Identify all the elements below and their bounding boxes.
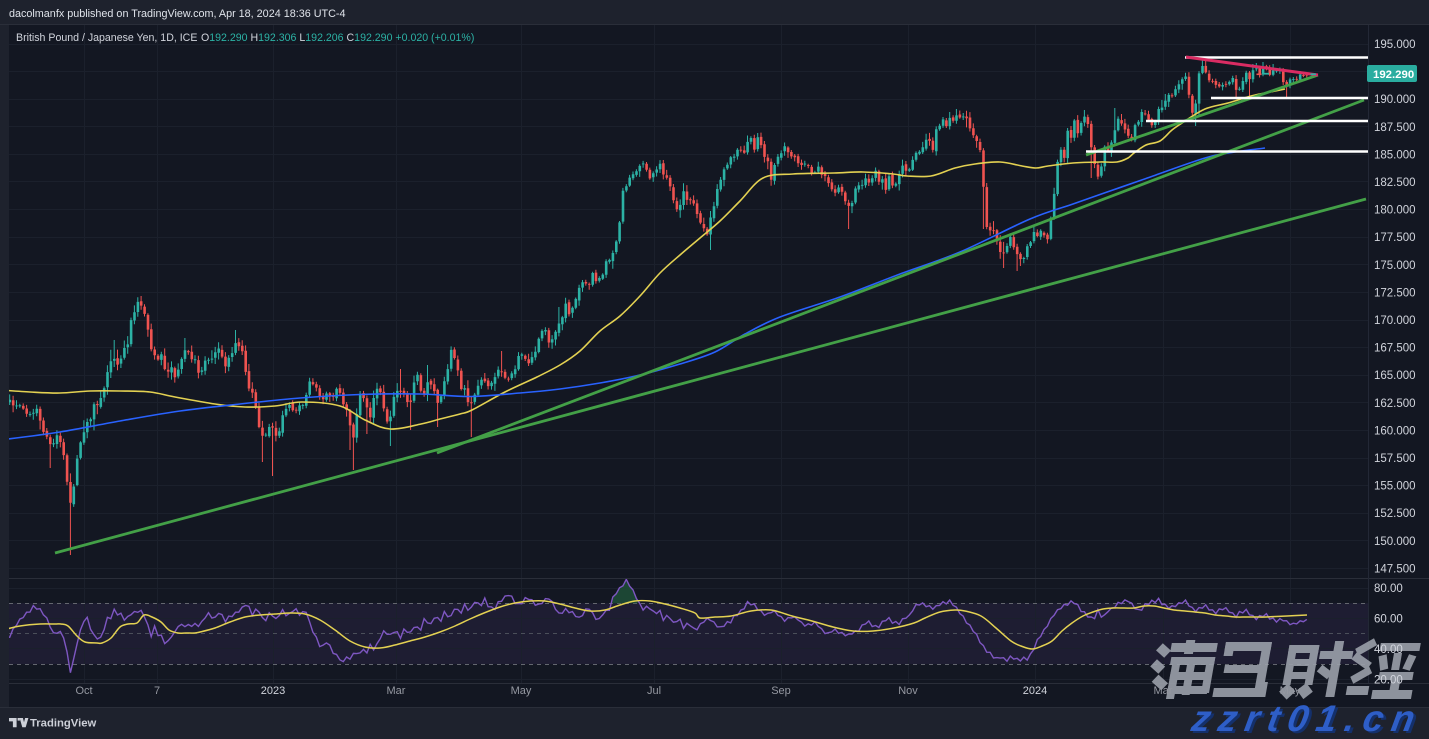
svg-text:British Pound / Japanese Yen,: British Pound / Japanese Yen, 1D, ICE	[16, 32, 197, 44]
svg-text:dacolmanfx published on Tradin: dacolmanfx published on TradingView.com,…	[9, 8, 346, 20]
svg-text:Sep: Sep	[771, 685, 791, 697]
svg-text:May: May	[511, 685, 532, 697]
svg-text:175.000: 175.000	[1374, 260, 1416, 272]
svg-text:170.000: 170.000	[1374, 315, 1416, 327]
svg-text:7: 7	[154, 685, 160, 697]
svg-text:180.000: 180.000	[1374, 205, 1416, 217]
svg-text:177.500: 177.500	[1374, 232, 1416, 244]
svg-text:167.500: 167.500	[1374, 343, 1416, 355]
svg-text:157.500: 157.500	[1374, 453, 1416, 465]
svg-text:60.00: 60.00	[1374, 614, 1403, 626]
svg-text:O192.290 H192.306 L192.206: O192.290 H192.306 L192.206 C192.290 +0.0…	[201, 32, 474, 44]
svg-text:40.00: 40.00	[1374, 644, 1403, 656]
svg-text:80.00: 80.00	[1374, 583, 1403, 595]
svg-text:147.500: 147.500	[1374, 563, 1416, 575]
svg-text:192.290: 192.290	[1373, 69, 1414, 81]
svg-text:20.00: 20.00	[1374, 674, 1403, 686]
svg-text:Mar: Mar	[387, 685, 406, 697]
svg-text:187.500: 187.500	[1374, 122, 1416, 134]
svg-text:185.000: 185.000	[1374, 149, 1416, 161]
svg-text:160.000: 160.000	[1374, 425, 1416, 437]
svg-text:182.500: 182.500	[1374, 177, 1416, 189]
svg-text:Oct: Oct	[75, 685, 92, 697]
svg-text:2023: 2023	[261, 685, 285, 697]
svg-text:zzrt01.cn: zzrt01.cn	[1188, 697, 1427, 739]
svg-text:165.000: 165.000	[1374, 370, 1416, 382]
svg-text:Jul: Jul	[647, 685, 661, 697]
svg-text:195.000: 195.000	[1374, 39, 1416, 51]
svg-text:zzrt01.cn: zzrt01.cn	[1190, 699, 1429, 739]
svg-text:TradingView: TradingView	[30, 718, 97, 730]
svg-text:152.500: 152.500	[1374, 508, 1416, 520]
svg-text:190.000: 190.000	[1374, 94, 1416, 106]
svg-text:Mar: Mar	[1154, 685, 1173, 697]
svg-text:150.000: 150.000	[1374, 536, 1416, 548]
svg-text:Nov: Nov	[898, 685, 918, 697]
svg-text:2024: 2024	[1023, 685, 1047, 697]
svg-text:May: May	[1280, 685, 1301, 697]
svg-text:162.500: 162.500	[1374, 398, 1416, 410]
svg-text:172.500: 172.500	[1374, 287, 1416, 299]
svg-text:155.000: 155.000	[1374, 481, 1416, 493]
